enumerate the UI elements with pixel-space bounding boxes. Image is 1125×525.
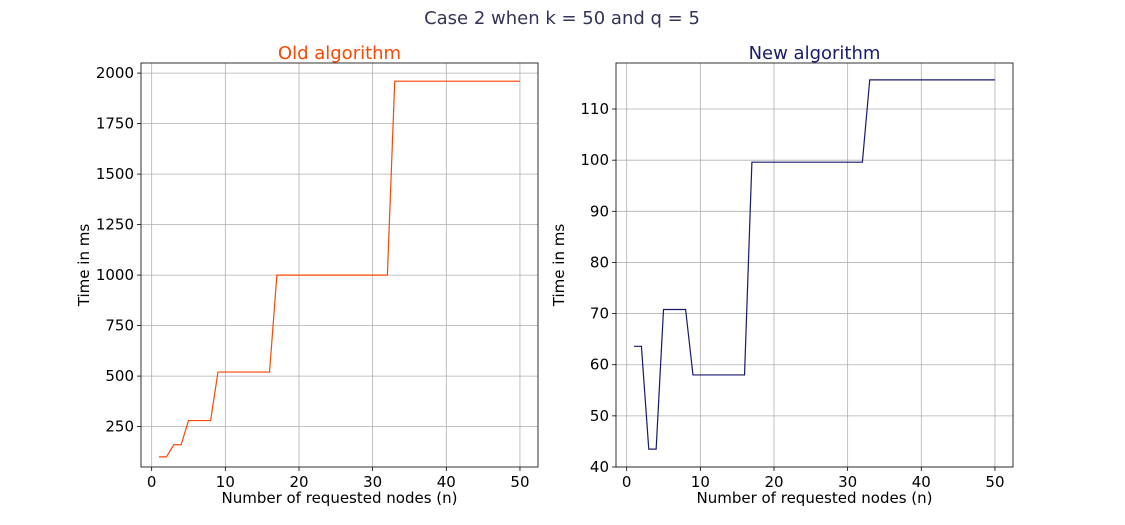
y-tick-label: 90 <box>590 202 609 220</box>
x-tick-label: 30 <box>838 473 857 491</box>
x-tick-label: 30 <box>363 473 382 491</box>
y-tick-label: 60 <box>590 356 609 374</box>
series-line <box>634 79 995 450</box>
x-tick-label: 0 <box>147 473 157 491</box>
subplot-title: New algorithm <box>749 43 881 64</box>
y-tick-label: 1000 <box>96 266 134 284</box>
series-line <box>159 80 520 458</box>
x-tick-label: 50 <box>985 473 1004 491</box>
y-tick-label: 750 <box>105 317 134 335</box>
subplot-title: Old algorithm <box>278 43 401 64</box>
y-tick-label: 50 <box>590 407 609 425</box>
y-tick-label: 1500 <box>96 165 134 183</box>
x-tick-label: 40 <box>912 473 931 491</box>
x-tick-label: 10 <box>691 473 710 491</box>
y-tick-label: 110 <box>580 100 609 118</box>
x-tick-label: 40 <box>437 473 456 491</box>
figure-title: Case 2 when k = 50 and q = 5 <box>424 8 700 29</box>
x-tick-label: 10 <box>216 473 235 491</box>
x-axis-label: Number of requested nodes (n) <box>696 489 932 507</box>
y-tick-label: 500 <box>105 367 134 385</box>
x-tick-label: 0 <box>622 473 632 491</box>
x-axis-label: Number of requested nodes (n) <box>221 489 457 507</box>
y-tick-label: 1750 <box>96 115 134 133</box>
y-tick-label: 100 <box>580 151 609 169</box>
x-tick-label: 50 <box>510 473 529 491</box>
y-tick-label: 250 <box>105 418 134 436</box>
y-axis-label: Time in ms <box>75 224 93 308</box>
y-tick-label: 80 <box>590 253 609 271</box>
old-algorithm-panel: 0 10 20 30 40 50 250 500 750 1000 1250 1500 1750 2000… <box>75 43 539 507</box>
y-tick-label: 70 <box>590 305 609 323</box>
y-tick-label: 2000 <box>96 64 134 82</box>
x-tick-label: 20 <box>289 473 308 491</box>
new-algorithm-panel: 0 10 20 30 40 50 40 50 60 70 80 90 100 110 New algorit… <box>550 43 1014 507</box>
y-axis-label: Time in ms <box>550 224 568 308</box>
plot-frame <box>140 62 539 468</box>
y-tick-label: 40 <box>590 458 609 476</box>
y-tick-label: 1250 <box>96 216 134 234</box>
plot-frame <box>615 62 1014 468</box>
x-tick-label: 20 <box>764 473 783 491</box>
